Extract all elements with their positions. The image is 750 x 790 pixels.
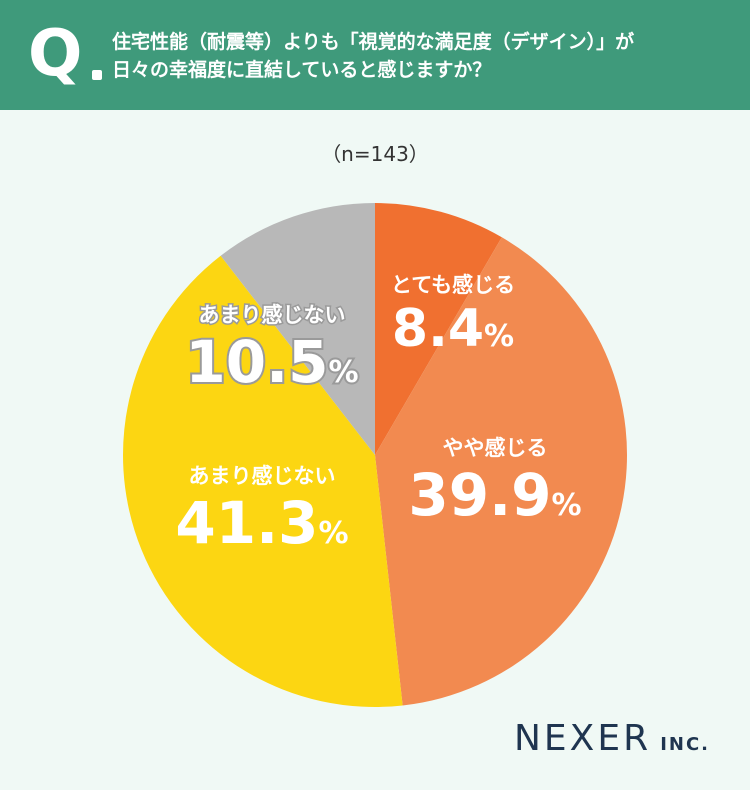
slice-category-label: とても感じる: [391, 273, 515, 297]
logo-sub: INC.: [660, 734, 711, 755]
slice-value-label: 8.4%: [392, 299, 514, 359]
question-line-2: 日々の幸福度に直結していると感じますか？: [112, 59, 492, 81]
q-dot-icon: [92, 70, 102, 80]
question-line-1: 住宅性能（耐震等）よりも「視覚的な満足度（デザイン）」が: [112, 31, 635, 53]
pie-slice: [375, 237, 628, 706]
slice-category-label: あまり感じない: [199, 303, 346, 327]
slice-value-label: 41.3%: [175, 489, 348, 557]
company-logo: NEXER INC.: [514, 718, 710, 759]
pie-slice: [375, 203, 502, 455]
logo-main: NEXER: [514, 718, 652, 759]
slice-category-label: やや感じる: [443, 436, 548, 460]
slice-category-label: あまり感じない: [189, 464, 336, 488]
sample-size-label: （n=143）: [321, 142, 429, 166]
slice-value-label: 10.5%: [185, 328, 358, 396]
q-mark: Q: [28, 17, 83, 91]
question-header: Q 住宅性能（耐震等）よりも「視覚的な満足度（デザイン）」が 日々の幸福度に直結…: [0, 0, 750, 110]
pie-slice: [123, 255, 403, 707]
pie-slice: [220, 203, 375, 455]
slice-value-label: 39.9%: [408, 461, 581, 529]
question-text: 住宅性能（耐震等）よりも「視覚的な満足度（デザイン）」が 日々の幸福度に直結して…: [112, 28, 732, 84]
